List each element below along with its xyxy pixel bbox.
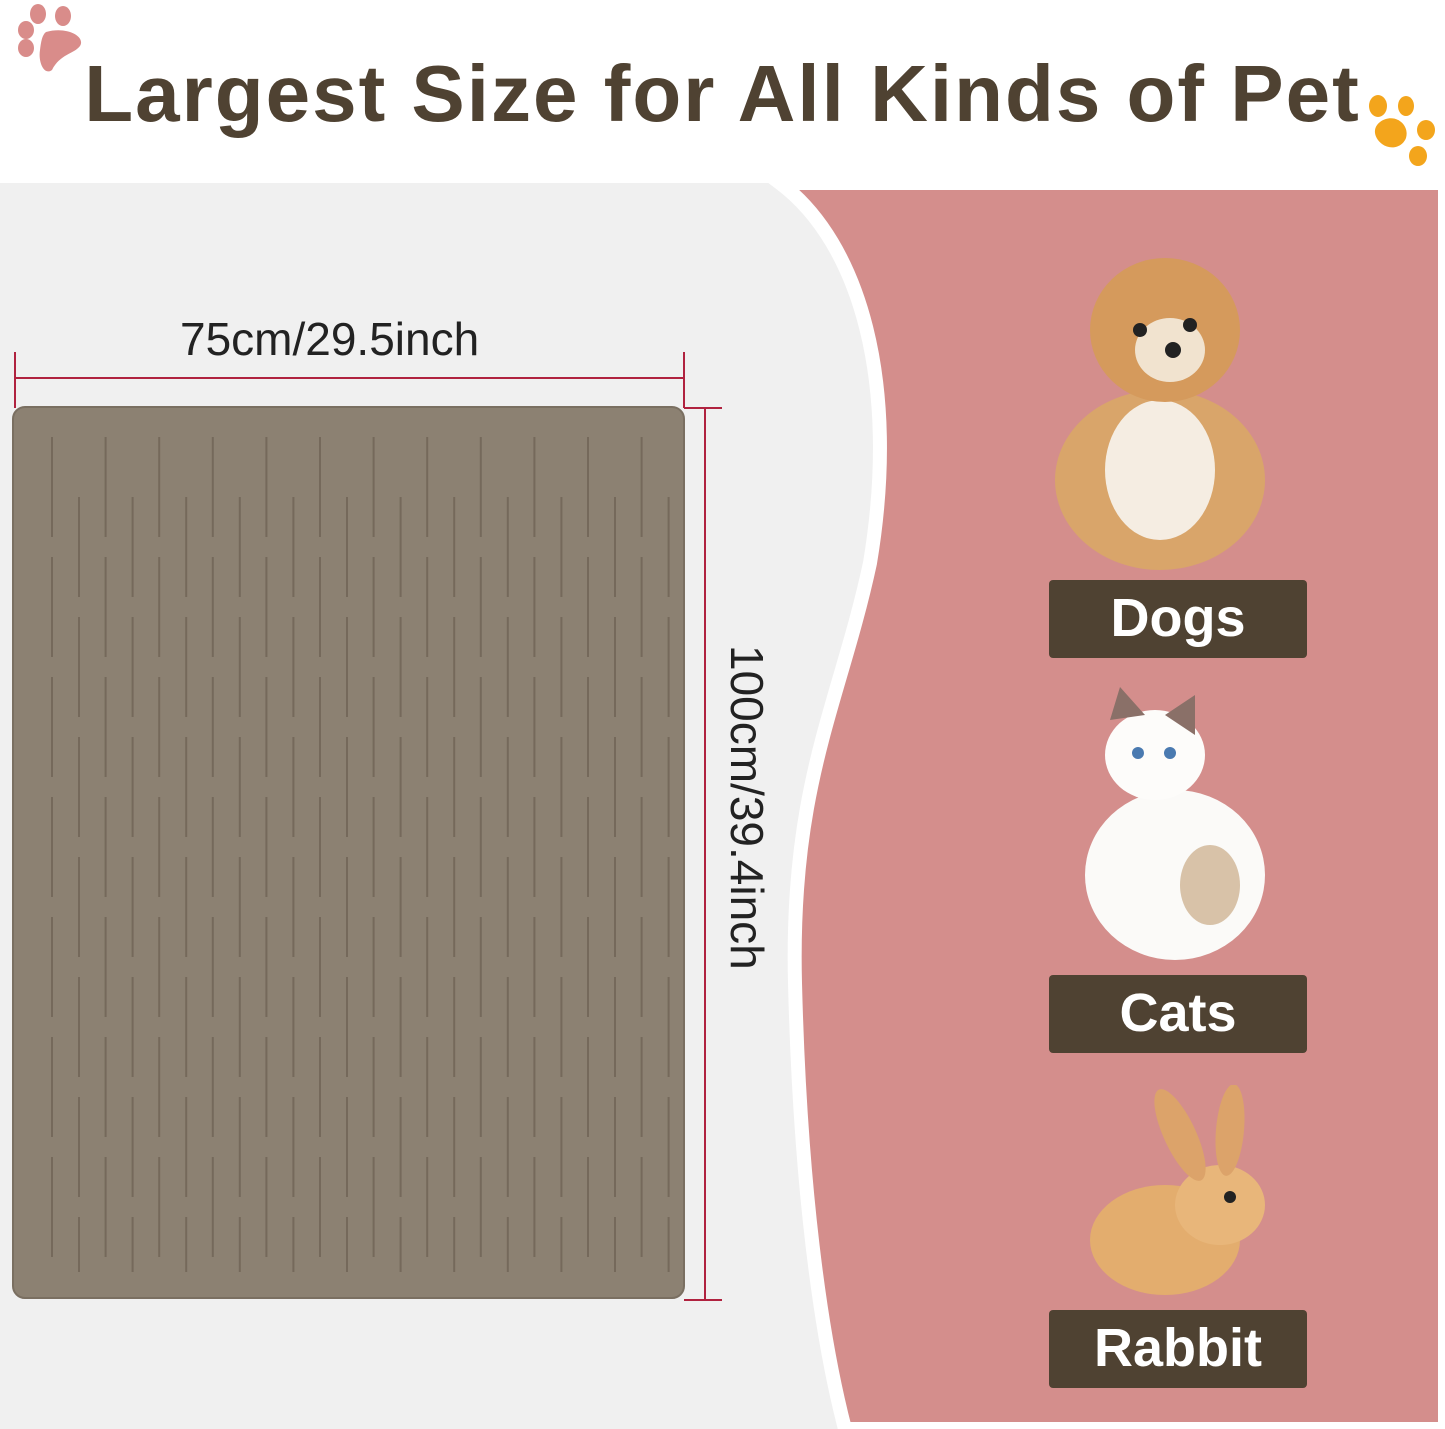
cat-image bbox=[1085, 687, 1265, 960]
height-label: 100cm/39.4inch bbox=[721, 645, 773, 970]
pet-mat bbox=[12, 352, 722, 1301]
rabbit-image bbox=[1090, 1085, 1265, 1295]
pet-label-cats: Cats bbox=[1049, 975, 1307, 1053]
pet-label-dogs: Dogs bbox=[1049, 580, 1307, 658]
pink-panel bbox=[768, 183, 1445, 1429]
dog-image bbox=[1055, 258, 1265, 570]
paw-icon bbox=[1369, 95, 1435, 166]
mat bbox=[13, 407, 684, 1298]
paw-icon bbox=[18, 4, 82, 72]
pet-label-rabbit: Rabbit bbox=[1049, 1310, 1307, 1388]
header: Largest Size for All Kinds of Pet bbox=[0, 0, 1445, 183]
page-title: Largest Size for All Kinds of Pet bbox=[84, 49, 1361, 138]
width-label: 75cm/29.5inch bbox=[180, 313, 480, 365]
